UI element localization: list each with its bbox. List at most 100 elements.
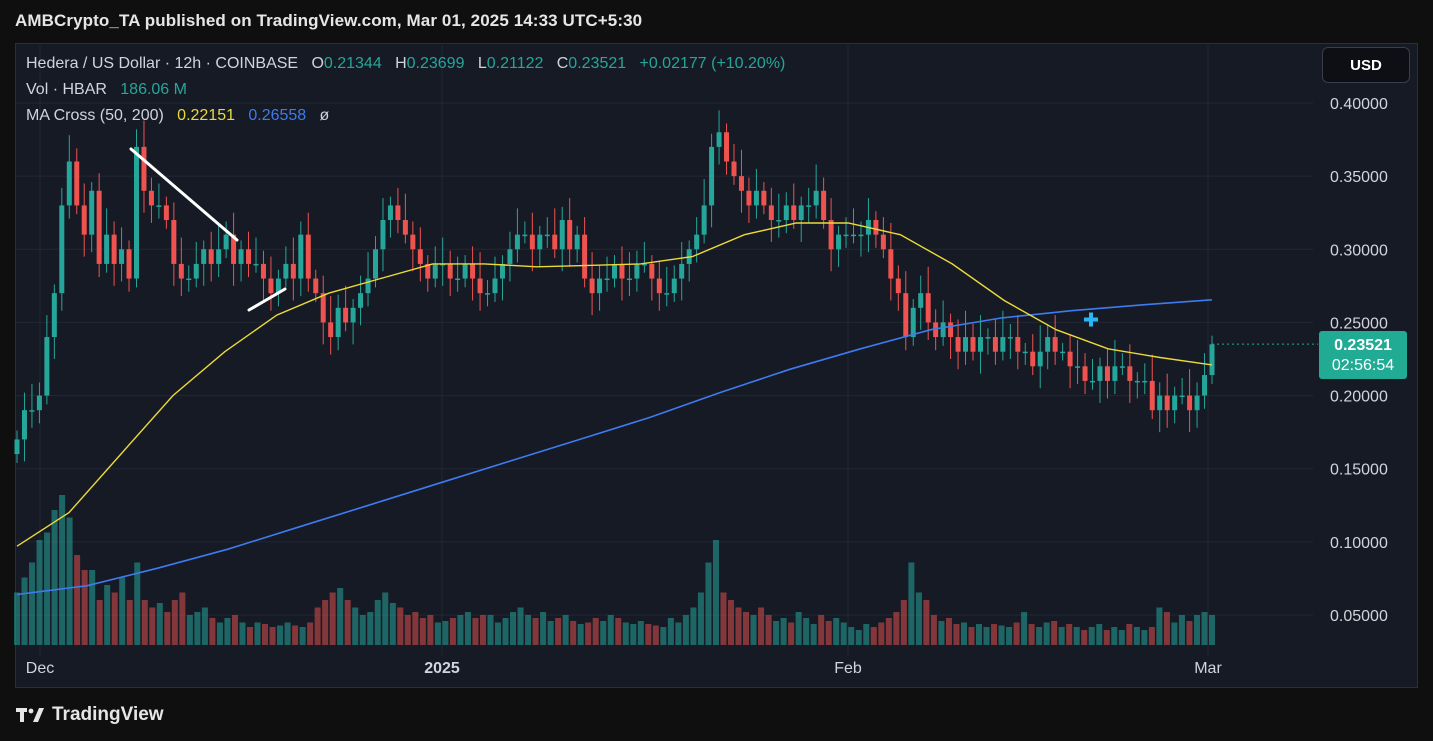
trend-annotations [129,147,1318,345]
price-tick-label: 0.05000 [1330,608,1388,625]
candle-body [462,263,468,279]
volume-bar [434,622,441,645]
tradingview-logo[interactable]: TradingView [16,704,164,726]
candle-body [903,293,909,338]
candle-body [298,234,304,279]
volume-bar [231,615,238,645]
candle-body [186,278,192,281]
candle-body [1157,395,1163,411]
volume-bar [1051,621,1058,645]
candle-body [888,249,894,279]
candle-body [134,146,139,279]
volume-bar [1006,627,1013,645]
candle-body [1187,395,1193,411]
candle-body [253,263,259,266]
volume-bar [667,618,674,645]
volume-bar [705,562,712,645]
volume-bar [344,600,351,645]
volume-bar [765,615,772,645]
volume-bar [976,624,983,645]
candle-body [350,307,356,323]
candle-body [216,249,222,264]
candle-body [910,307,916,338]
ma-hidden-icon[interactable]: ø [319,107,330,124]
volume-bar [472,618,479,645]
volume-bar [840,622,847,645]
candle-body [148,190,154,206]
volume-bar [592,618,599,645]
volume-bar [419,618,426,645]
candle-body [81,205,87,235]
candle-body [626,278,632,281]
volume-bar [179,592,186,645]
volume-bar [525,615,532,645]
candle-body [477,278,483,294]
candle-body [671,278,677,294]
volume-bar [960,622,967,645]
volume-bar [427,615,434,645]
volume-bar [194,612,201,645]
candle-body [634,263,640,279]
time-tick-label: 2025 [424,660,460,677]
volume-bar [1209,615,1215,645]
volume-bar [953,624,960,645]
volume-bar [945,618,952,645]
candle-body [343,307,349,323]
volume-bar [314,607,321,645]
candle-body [933,322,939,338]
volume-bar [968,627,975,645]
volume-bar [186,615,193,645]
candle-body [402,220,408,235]
brand-label: TradingView [52,704,164,725]
volume-bar [1201,612,1208,645]
publisher-caption: AMBCrypto_TA published on TradingView.co… [15,11,643,30]
currency-button[interactable]: USD [1322,47,1410,83]
candle-body [641,263,647,266]
volume-bar [547,621,554,645]
volume-bar [675,622,682,645]
candle-body [746,190,752,206]
volume-bar [562,615,569,645]
volume-bar [36,540,43,645]
volume-bar [449,618,456,645]
candle-body [582,234,588,279]
volume-bar [682,615,689,645]
candle-body [776,220,782,222]
volume-bar [600,621,607,645]
volume-bar [1156,607,1163,645]
close-label: C [556,55,569,72]
candle-body [380,220,386,250]
price-axis: 0.40000 0.35000 0.30000 0.25000 0.20000 0.150… [1330,96,1388,625]
volume-bar [269,627,276,645]
candle-body [918,293,924,308]
volume-bar [277,625,284,645]
volume-bar [104,585,111,645]
ma-label: MA Cross (50, 200) [26,107,164,124]
candle-body [499,263,505,279]
volume-bar [352,607,359,645]
candle-body [1015,337,1021,352]
candle-body [716,132,722,147]
volume-bar [712,540,719,645]
candle-body [559,220,565,250]
volume-bar [637,621,644,645]
candle-body [783,205,789,221]
candle-body [432,263,438,279]
volume-bar [908,562,915,645]
candle-body [59,205,65,294]
volume-bar [1148,627,1155,645]
volume-bar [374,600,381,645]
volume-bar [322,600,329,645]
volume-bar [615,618,622,645]
volume-bar [998,625,1005,645]
candle-body [171,220,177,264]
volume-bar [224,618,231,645]
volume-bar [156,603,163,645]
candle-body [851,234,856,237]
candle-body [283,263,289,279]
volume-bar [404,615,411,645]
volume-bar [74,555,81,645]
volume-bar [893,612,900,645]
candle-body [328,322,334,338]
